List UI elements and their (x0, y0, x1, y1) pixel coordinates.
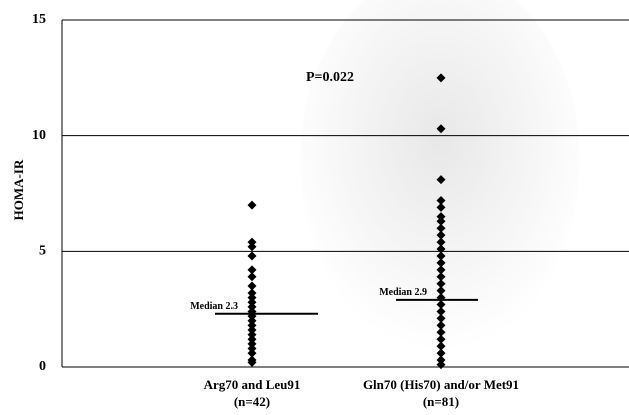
data-point (247, 265, 257, 275)
data-point (247, 251, 257, 261)
y-tick-label: 0 (39, 359, 46, 374)
data-point (247, 339, 257, 349)
data-point (247, 242, 257, 252)
data-point (247, 316, 257, 326)
data-point (247, 302, 257, 312)
data-point (247, 237, 257, 247)
data-point (436, 251, 446, 261)
data-point (436, 175, 446, 185)
data-point (436, 327, 446, 337)
x-tick-label: Gln70 (His70) and/or Met91 (363, 377, 519, 392)
data-point (436, 216, 446, 226)
data-point (436, 341, 446, 351)
data-point (436, 300, 446, 310)
data-point (436, 306, 446, 316)
y-tick-label: 5 (39, 244, 46, 259)
data-point (436, 286, 446, 296)
y-tick-label: 10 (32, 128, 46, 143)
data-point (436, 244, 446, 254)
x-tick-note: (n=81) (423, 394, 459, 409)
y-axis-title: HOMA-IR (11, 159, 26, 220)
data-point (436, 258, 446, 268)
data-point (247, 325, 257, 335)
data-point (436, 202, 446, 212)
data-point (247, 334, 257, 344)
data-point (436, 334, 446, 344)
annotation: P=0.022 (306, 70, 354, 85)
data-point (247, 357, 257, 367)
data-point (436, 230, 446, 240)
data-point (436, 355, 446, 365)
data-point (436, 348, 446, 358)
median-label: Median 2.9 (379, 287, 427, 298)
data-point (247, 320, 257, 330)
data-point (247, 200, 257, 210)
data-point (436, 320, 446, 330)
data-point (247, 330, 257, 340)
data-point (436, 124, 446, 134)
data-point (436, 212, 446, 222)
median-label: Median 2.3 (190, 301, 238, 312)
data-point (436, 279, 446, 289)
data-point (436, 360, 446, 370)
data-point (436, 265, 446, 275)
data-point (247, 343, 257, 353)
data-point (247, 293, 257, 303)
data-point (247, 288, 257, 298)
data-point (436, 223, 446, 233)
data-point (436, 237, 446, 247)
data-point (436, 313, 446, 323)
x-tick-label: Arg70 and Leu91 (204, 377, 301, 392)
data-point (247, 297, 257, 307)
data-point (436, 73, 446, 83)
data-point (436, 272, 446, 282)
x-tick-note: (n=42) (234, 394, 270, 409)
data-point (247, 281, 257, 291)
y-tick-label: 15 (32, 12, 46, 27)
data-point (247, 272, 257, 282)
data-point (247, 348, 257, 358)
data-point (436, 195, 446, 205)
background-shading (300, 0, 580, 350)
